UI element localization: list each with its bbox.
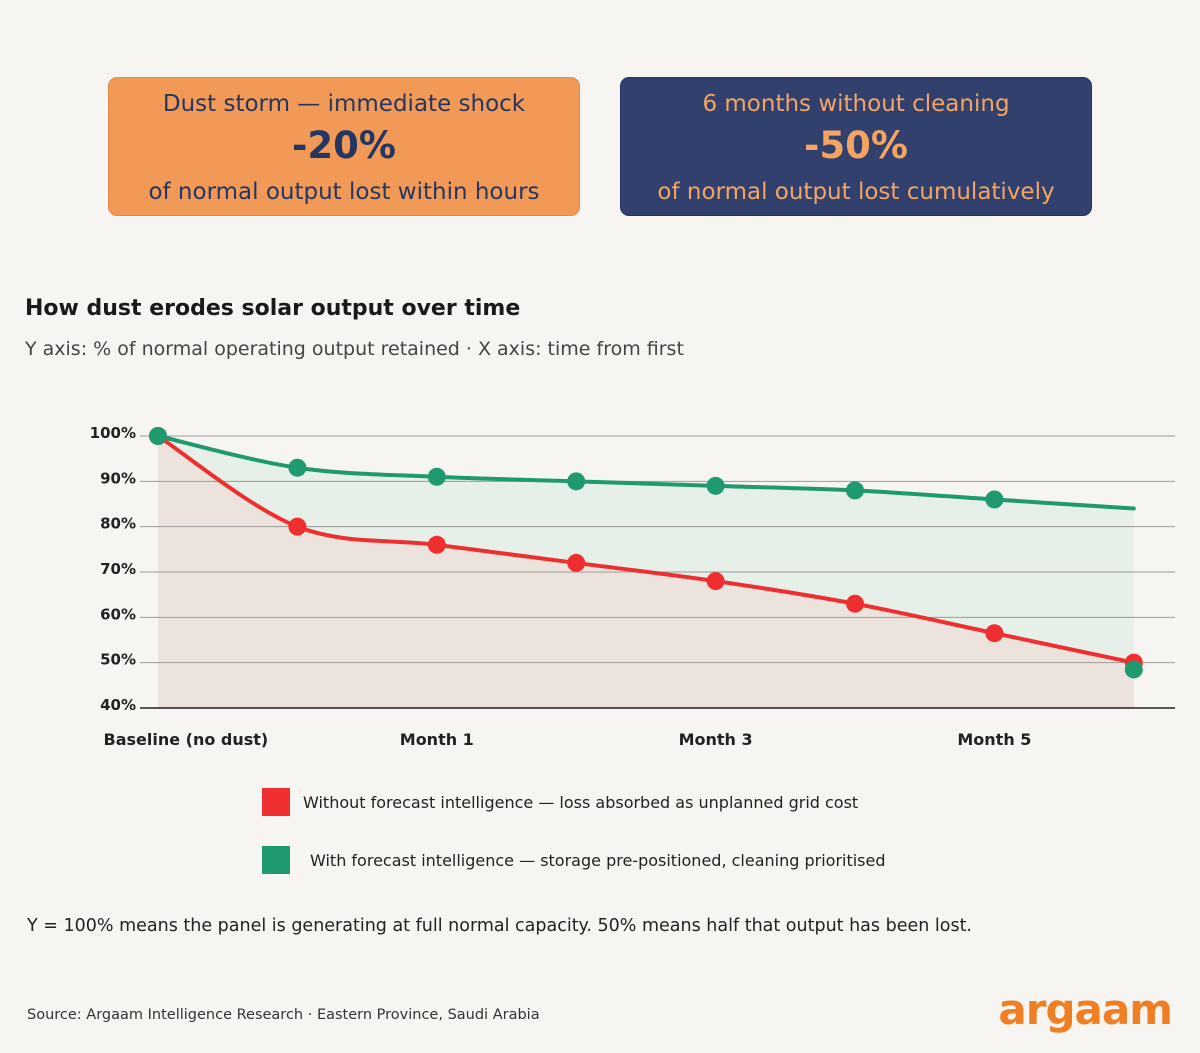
data-point-green: [427, 467, 446, 486]
y-tick-label: 50%: [100, 651, 136, 669]
card-value: -50%: [804, 124, 908, 167]
footnote: Y = 100% means the panel is generating a…: [27, 916, 972, 936]
source-line: Source: Argaam Intelligence Research · E…: [27, 1007, 540, 1023]
x-tick-label: Month 5: [957, 730, 1031, 749]
card-title: 6 months without cleaning: [702, 91, 1010, 117]
x-tick-label: Baseline (no dust): [104, 730, 269, 749]
data-point-red: [567, 553, 586, 572]
data-point-red: [288, 517, 307, 536]
card-value: -20%: [292, 124, 396, 167]
x-tick-label: Month 1: [400, 730, 474, 749]
card-subtitle: of normal output lost cumulatively: [657, 179, 1055, 205]
series-line-green: [156, 434, 1136, 511]
legend-label-green: With forecast intelligence — storage pre…: [310, 851, 886, 870]
stat-card-six-months: 6 months without cleaning -50% of normal…: [620, 77, 1092, 216]
data-point-green: [985, 490, 1004, 509]
data-point-green-end: [1124, 660, 1143, 679]
data-point-red: [985, 624, 1004, 643]
y-tick-label: 80%: [100, 515, 136, 533]
legend-swatch-red: [262, 788, 290, 816]
card-title: Dust storm — immediate shock: [162, 91, 526, 117]
card-subtitle: of normal output lost within hours: [148, 179, 540, 205]
data-point-red: [427, 535, 446, 554]
data-point-green: [706, 476, 725, 495]
y-tick-label: 70%: [100, 560, 136, 578]
data-point-green: [288, 458, 307, 477]
y-tick-label: 100%: [90, 424, 136, 442]
x-tick-label: Month 3: [679, 730, 753, 749]
y-tick-label: 90%: [100, 469, 136, 487]
data-point-green: [567, 472, 586, 491]
data-point-red: [706, 572, 725, 591]
chart-title: How dust erodes solar output over time: [25, 296, 521, 321]
line-chart: 100% 90% 80% 70% 60% 50% 40% Baseline (no dust)…: [90, 424, 1175, 749]
stat-card-dust-storm: Dust storm — immediate shock -20% of nor…: [108, 77, 580, 216]
legend-swatch-green: [262, 846, 290, 874]
legend-label-red: Without forecast intelligence — loss abs…: [303, 793, 859, 812]
data-point-green: [149, 427, 167, 445]
data-point-red: [846, 594, 864, 613]
argaam-logo: argaam: [998, 985, 1173, 1034]
y-tick-label: 60%: [100, 605, 136, 623]
data-point-green: [846, 481, 864, 500]
y-tick-label: 40%: [100, 696, 136, 714]
chart-subtitle: Y axis: % of normal operating output ret…: [25, 338, 684, 360]
